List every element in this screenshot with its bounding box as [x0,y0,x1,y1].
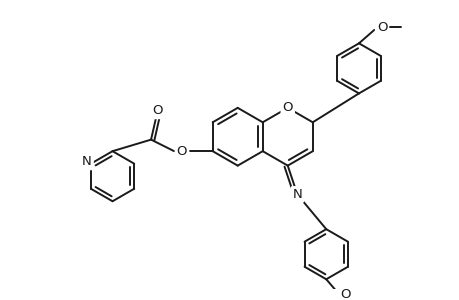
Text: O: O [376,21,386,34]
Text: O: O [282,101,292,114]
Text: N: N [82,155,92,168]
Text: O: O [340,288,350,300]
Text: N: N [292,188,302,201]
Text: O: O [176,145,187,158]
Text: O: O [152,104,162,117]
